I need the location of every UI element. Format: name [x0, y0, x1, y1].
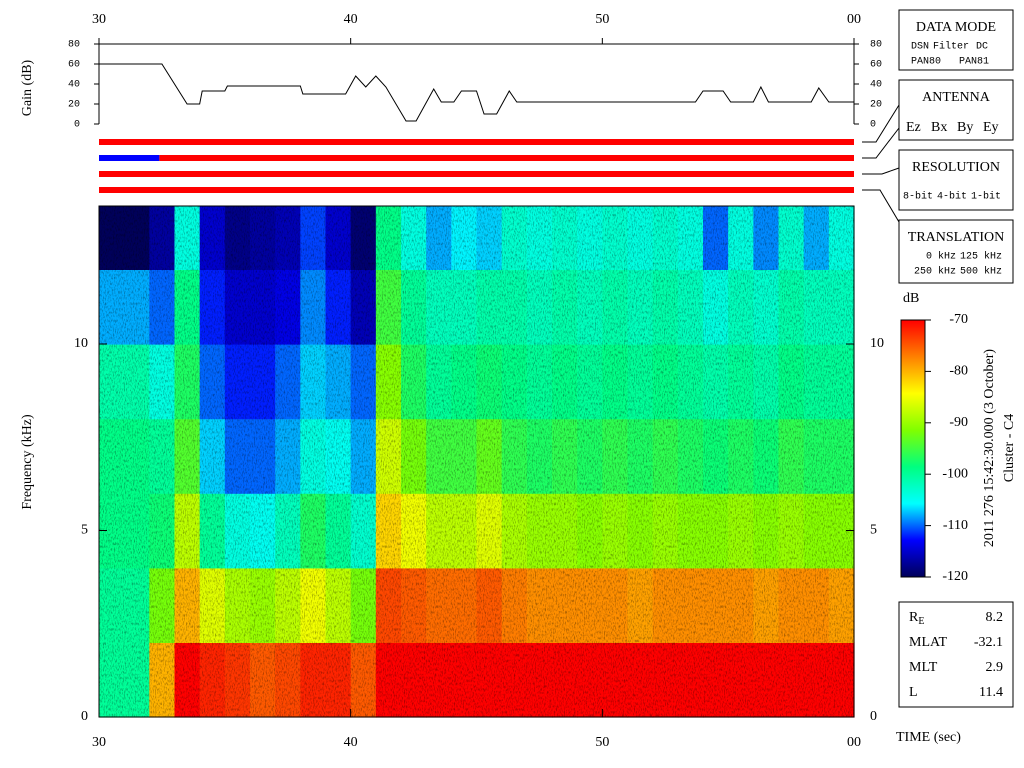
mode-segment	[99, 139, 854, 145]
legend-item: Bx	[931, 120, 947, 135]
y-tick-label: 5	[870, 523, 877, 538]
mode-segment	[99, 155, 160, 161]
antenna-box	[898, 79, 1014, 141]
info-value: 11.4	[979, 685, 1003, 700]
colorbar-tick-label: -100	[942, 466, 968, 481]
colorbar	[900, 319, 926, 578]
info-label-text: L	[909, 685, 918, 700]
mode-segment	[159, 155, 854, 161]
legend-item: PAN81	[959, 57, 989, 68]
x-tick-label: 40	[344, 12, 358, 27]
x-tick-label: 40	[344, 735, 358, 750]
x-tick-label: 30	[92, 12, 106, 27]
translation-box	[898, 219, 1014, 284]
info-label-text: MLT	[909, 660, 938, 675]
noise-texture	[99, 206, 854, 717]
info-label-sub: E	[918, 616, 924, 627]
colorbar-tick-label: -80	[949, 364, 968, 379]
legend-item: 500 kHz	[960, 266, 1002, 278]
legend-item: Filter	[933, 41, 969, 53]
legend-item: 4-bit	[937, 191, 967, 203]
legend-item: 0 kHz	[926, 251, 956, 263]
panel-title: TRANSLATION	[908, 230, 1004, 245]
info-table: RE 8.2 MLAT -32.1 MLT 2.9 L 11.4	[909, 610, 1003, 700]
legend-item: Ez	[906, 120, 921, 135]
y-tick-label: 0	[870, 709, 877, 724]
data-mode-box	[898, 9, 1014, 71]
x-axis-label: TIME (sec)	[896, 730, 961, 745]
info-label-text: MLAT	[909, 635, 948, 650]
colorbar-tick-label: -90	[949, 415, 968, 430]
gain-line	[99, 63, 854, 122]
x-tick-label: 50	[595, 12, 609, 27]
y-axis-label: Frequency (kHz)	[20, 414, 35, 510]
legend-item: DC	[976, 42, 988, 53]
y-tick-label: 10	[870, 336, 884, 351]
y-tick-label: 0	[74, 120, 80, 131]
info-value: 8.2	[986, 610, 1004, 625]
info-value: 2.9	[986, 660, 1004, 675]
x-tick-label: 00	[847, 735, 861, 750]
mode-segment	[99, 171, 854, 177]
legend-item: PAN80	[911, 57, 941, 68]
mode-segment	[99, 187, 854, 193]
side-title: Cluster - C4	[1002, 414, 1017, 482]
colorbar-label: dB	[903, 291, 919, 306]
x-tick-label: 50	[595, 735, 609, 750]
x-tick-label: 30	[92, 735, 106, 750]
legend-item: 250 kHz	[914, 266, 956, 278]
info-value: -32.1	[974, 635, 1003, 650]
panel-title: DATA MODE	[916, 20, 996, 35]
info-box	[898, 601, 1014, 708]
info-label-text: R	[909, 610, 919, 625]
gain-label: Gain (dB)	[20, 59, 35, 116]
y-tick-label: 10	[74, 336, 88, 351]
legend-item: 125 kHz	[960, 251, 1002, 263]
y-tick-label: 20	[870, 100, 882, 111]
y-tick-label: 0	[81, 709, 88, 724]
side-title: 2011 276 15:42:30.000 (3 October)	[982, 349, 997, 548]
y-tick-label: 0	[870, 120, 876, 131]
legend-item: 8-bit	[903, 191, 933, 203]
colorbar-tick-label: -120	[942, 569, 968, 584]
info-label: MLAT	[909, 635, 948, 650]
info-label: MLT	[909, 660, 938, 675]
panel-title: ANTENNA	[922, 90, 991, 105]
y-tick-label: 20	[68, 100, 80, 111]
plot-frame	[98, 205, 855, 718]
colorbar-tick-label: -70	[949, 312, 968, 327]
panel-title: RESOLUTION	[912, 160, 1000, 175]
x-tick-label: 00	[847, 12, 861, 27]
info-label: L	[909, 685, 918, 700]
y-tick-label: 40	[870, 80, 882, 91]
legend-item: DSN	[911, 42, 929, 53]
resolution-box	[898, 149, 1014, 211]
legend-item: Ey	[983, 120, 999, 135]
y-tick-label: 5	[81, 523, 88, 538]
info-label: RE	[909, 610, 924, 627]
y-tick-label: 60	[68, 60, 80, 71]
y-tick-label: 80	[68, 40, 80, 51]
connectors	[862, 104, 900, 223]
legend-item: By	[957, 120, 973, 135]
colorbar-tick-label: -110	[943, 518, 968, 533]
y-tick-label: 80	[870, 40, 882, 51]
y-tick-label: 40	[68, 80, 80, 91]
y-tick-label: 60	[870, 60, 882, 71]
legend-item: 1-bit	[971, 191, 1001, 203]
